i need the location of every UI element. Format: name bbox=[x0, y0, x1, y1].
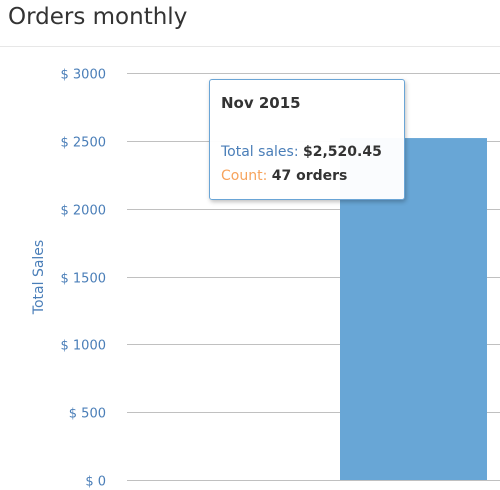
tooltip-label-count: Count: bbox=[221, 168, 268, 184]
tooltip-row-count: Count: 47 orders bbox=[221, 168, 347, 184]
tooltip-label-total-sales: Total sales: bbox=[221, 144, 299, 160]
tooltip-value-total-sales: $2,520.45 bbox=[303, 144, 382, 160]
panel-title: Orders monthly bbox=[8, 4, 188, 30]
y-tick-label: $ 2500 bbox=[61, 136, 107, 151]
y-tick-label: $ 2000 bbox=[61, 204, 107, 219]
tooltip-header: Nov 2015 bbox=[221, 94, 301, 112]
y-tick-labels: $ 0 $ 500 $ 1000 $ 1500 $ 2000 $ 2500 $ 3000 bbox=[61, 68, 107, 490]
y-tick-label: $ 500 bbox=[69, 407, 106, 422]
y-tick-label: $ 0 bbox=[85, 475, 106, 490]
y-axis-title: Total Sales bbox=[31, 240, 47, 315]
y-tick-label: $ 1500 bbox=[61, 272, 107, 287]
tooltip-value-count: 47 orders bbox=[271, 168, 348, 184]
title-divider bbox=[0, 46, 500, 47]
y-tick-label: $ 3000 bbox=[61, 68, 107, 83]
tooltip-row-total-sales: Total sales: $2,520.45 bbox=[221, 144, 382, 160]
y-tick-label: $ 1000 bbox=[61, 339, 107, 354]
chart-tooltip: Nov 2015 Total sales: $2,520.45 Count: 4… bbox=[209, 79, 405, 200]
